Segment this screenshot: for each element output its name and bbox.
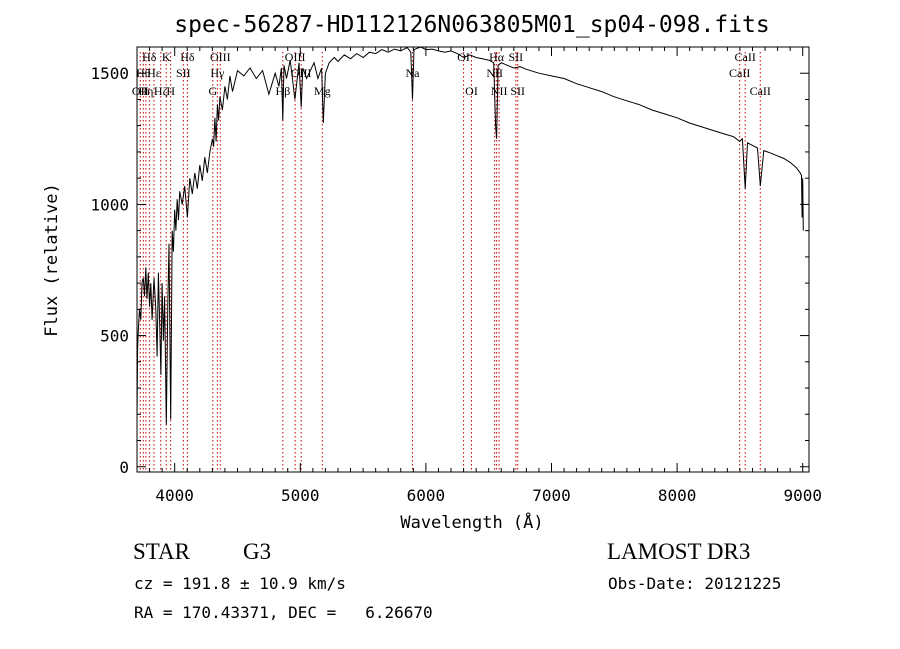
- line-label: OIII: [285, 50, 306, 64]
- redshift-velocity: cz = 191.8 ± 10.9 km/s: [134, 574, 346, 593]
- object-class: STAR: [133, 539, 190, 564]
- y-axis-label: Flux (relative): [42, 183, 62, 337]
- line-label: SII: [510, 84, 525, 98]
- line-label: Hθ: [136, 66, 151, 80]
- line-label: Hζ: [154, 84, 168, 98]
- line-label: SII: [508, 50, 523, 64]
- line-label: CaII: [735, 50, 756, 64]
- line-label: H: [166, 84, 175, 98]
- line-label: Hβ: [275, 84, 290, 98]
- line-label: OII: [132, 84, 149, 98]
- line-label: NII: [486, 66, 503, 80]
- line-label: Hγ: [210, 66, 225, 80]
- observation-date: Obs-Date: 20121225: [608, 574, 782, 593]
- line-label: Na: [405, 66, 420, 80]
- line-label: Hε: [147, 66, 161, 80]
- x-tick-label: 5000: [281, 486, 320, 505]
- y-axis-ticks: 0 500 1000 1500: [90, 46, 809, 477]
- x-tick-label: 6000: [407, 486, 446, 505]
- line-label: Mg: [314, 84, 331, 98]
- spectrum-line: [136, 46, 804, 425]
- survey-label: LAMOST DR3: [607, 539, 751, 564]
- y-tick-label: 1000: [90, 195, 129, 214]
- y-tick-label: 1500: [90, 64, 129, 83]
- line-label: OI: [457, 50, 470, 64]
- line-label: OIII: [291, 66, 312, 80]
- sky-coordinates: RA = 170.43371, DEC = 6.26670: [134, 603, 433, 622]
- line-label: NII: [491, 84, 508, 98]
- x-tick-label: 9000: [783, 486, 822, 505]
- chart-title: spec-56287-HD112126N063805M01_sp04-098.f…: [174, 12, 769, 38]
- line-label: G: [209, 84, 218, 98]
- line-label: CaII: [750, 84, 771, 98]
- line-label: OI: [465, 84, 478, 98]
- line-label: CaII: [729, 66, 750, 80]
- object-subclass: G3: [243, 539, 272, 564]
- line-label: Hδ: [180, 50, 195, 64]
- line-label: Hα: [489, 50, 505, 64]
- line-label: Hη: [138, 84, 153, 98]
- x-axis-label: Wavelength (Å): [400, 511, 543, 533]
- x-tick-label: 7000: [532, 486, 571, 505]
- y-tick-label: 500: [100, 327, 129, 346]
- line-label: OIII: [210, 50, 231, 64]
- line-label: K: [162, 50, 171, 64]
- line-label: Hδ: [142, 50, 157, 64]
- plot-frame: [136, 46, 810, 473]
- x-axis-ticks: 4000 5000 6000 7000 8000 9000: [136, 47, 822, 505]
- x-tick-label: 4000: [155, 486, 194, 505]
- y-tick-label: 0: [119, 458, 129, 477]
- line-label: SII: [176, 66, 191, 80]
- x-tick-label: 8000: [658, 486, 697, 505]
